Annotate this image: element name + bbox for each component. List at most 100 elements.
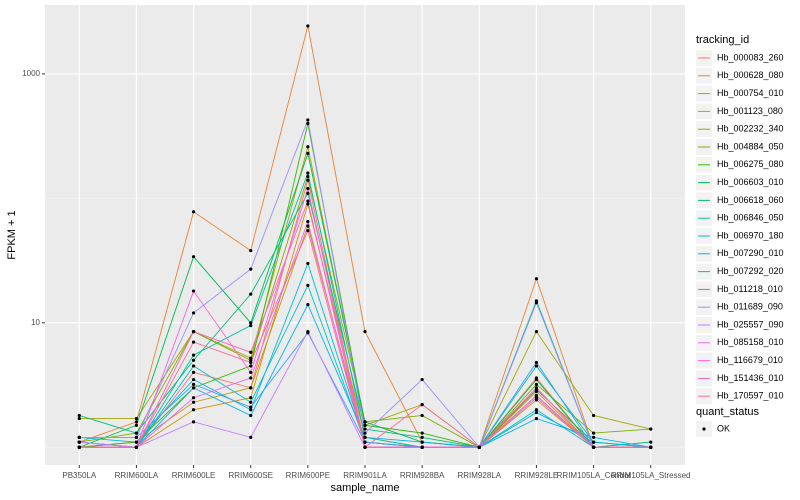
data-point (306, 202, 310, 206)
legend-label: Hb_000628_080 (717, 70, 784, 80)
data-point (249, 249, 253, 253)
y-tick-label: 1000 (22, 69, 40, 78)
data-point (249, 364, 253, 368)
data-point (306, 283, 310, 287)
data-point (306, 229, 310, 233)
legend-label: Hb_001123_080 (717, 106, 783, 116)
data-point (249, 405, 253, 409)
data-point (191, 382, 196, 386)
data-point (306, 121, 310, 126)
data-point (534, 410, 539, 415)
data-point (306, 145, 310, 149)
data-point (191, 255, 196, 259)
data-point (420, 435, 424, 439)
data-point (191, 364, 196, 368)
data-point (77, 416, 81, 421)
data-point (534, 329, 539, 334)
legend-label: Hb_006846_050 (717, 213, 784, 223)
data-point (306, 199, 310, 203)
data-point (134, 420, 139, 424)
data-point (191, 210, 196, 214)
data-point (534, 382, 539, 386)
data-point (77, 440, 81, 444)
data-point (306, 151, 310, 155)
data-point (363, 423, 367, 427)
data-point (134, 431, 139, 435)
data-point (249, 292, 253, 296)
data-point (134, 440, 139, 444)
data-point (420, 413, 424, 418)
data-point (134, 416, 139, 421)
data-point (306, 186, 310, 191)
data-point (649, 445, 653, 449)
data-point (420, 440, 424, 444)
data-point (191, 377, 196, 382)
legend-label: Hb_006275_080 (717, 159, 784, 169)
data-point (249, 321, 253, 325)
legend-label: Hb_002232_340 (717, 124, 784, 134)
data-point (306, 118, 310, 122)
data-point (420, 445, 424, 449)
data-point (249, 376, 253, 380)
legend-swatch (702, 427, 706, 431)
data-point (306, 224, 310, 228)
data-point (534, 364, 539, 368)
data-point (191, 289, 196, 293)
x-tick-label: RRIM600LE (172, 471, 216, 480)
legend-label: Hb_000083_260 (717, 52, 784, 62)
data-point (191, 408, 196, 412)
data-point (191, 311, 196, 315)
data-point (249, 360, 253, 365)
x-tick-label: RRIM928BA (400, 471, 445, 480)
data-point (134, 435, 139, 439)
x-tick-label: PB350LA (62, 471, 96, 480)
legend-label: Hb_025557_090 (717, 319, 784, 329)
x-tick-label: RRIM600PE (286, 471, 330, 480)
legend-label: OK (717, 423, 730, 433)
data-point (534, 386, 539, 390)
x-tick-label: RRIM928LE (515, 471, 559, 480)
data-point (134, 423, 139, 427)
legend-label: Hb_011689_090 (717, 302, 783, 312)
data-point (534, 408, 539, 412)
data-point (363, 420, 367, 424)
data-point (306, 171, 310, 175)
data-point (534, 398, 539, 402)
data-point (191, 358, 196, 362)
data-point (306, 303, 310, 307)
data-point (249, 386, 253, 390)
x-tick-label: RRIM105LA_Stressed (611, 471, 691, 480)
data-point (191, 400, 196, 404)
x-tick-label: RRIM105LA_Control (557, 471, 631, 480)
legend-label: Hb_151436_010 (717, 373, 784, 383)
x-tick-label: RRIM600SE (228, 471, 272, 480)
legend-label: Hb_007290_010 (717, 248, 784, 258)
legend-title: quant_status (696, 406, 759, 418)
data-point (477, 445, 481, 449)
data-point (191, 396, 196, 400)
data-point (420, 403, 424, 407)
data-point (649, 440, 653, 444)
data-point (249, 408, 253, 412)
legend-label: Hb_011218_010 (717, 284, 783, 294)
data-point (191, 386, 196, 390)
data-point (249, 267, 253, 271)
data-point (249, 350, 253, 354)
legend-label: Hb_006970_180 (717, 230, 784, 240)
data-point (363, 329, 367, 334)
data-point (649, 427, 653, 431)
y-tick-label: 10 (31, 318, 40, 327)
data-point (306, 178, 310, 182)
data-point (249, 323, 253, 328)
data-point (249, 400, 253, 404)
data-point (363, 440, 367, 444)
data-point (591, 431, 596, 435)
data-point (77, 435, 81, 439)
data-point (363, 435, 367, 439)
data-point (591, 435, 596, 439)
data-point (420, 431, 424, 435)
data-point (306, 329, 310, 334)
data-point (363, 431, 367, 435)
data-point (534, 394, 539, 398)
